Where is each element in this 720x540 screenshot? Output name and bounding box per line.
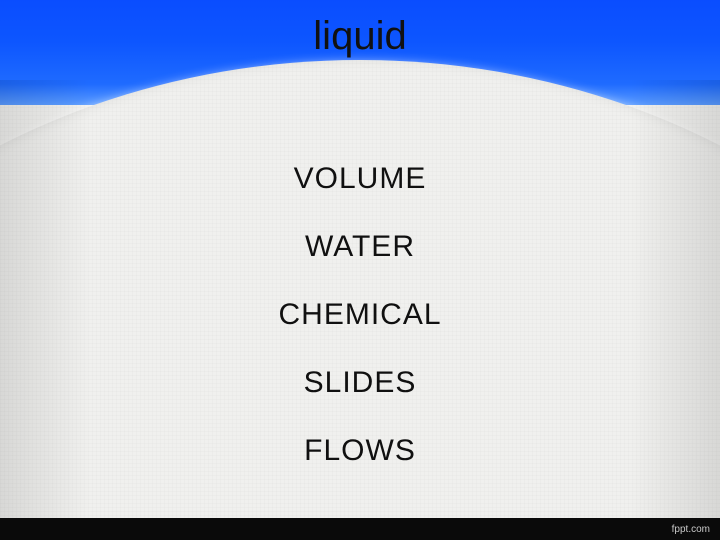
- list-item: FLOWS: [0, 434, 720, 468]
- list-item: CHEMICAL: [0, 298, 720, 332]
- footer-bar: fppt.com: [0, 518, 720, 540]
- slide: liquid VOLUME WATER CHEMICAL SLIDES FLOW…: [0, 0, 720, 540]
- list-item: VOLUME: [0, 162, 720, 196]
- slide-title: liquid: [0, 14, 720, 59]
- footer-text: fppt.com: [672, 524, 710, 535]
- content-list: VOLUME WATER CHEMICAL SLIDES FLOWS: [0, 128, 720, 502]
- list-item: SLIDES: [0, 366, 720, 400]
- list-item: WATER: [0, 230, 720, 264]
